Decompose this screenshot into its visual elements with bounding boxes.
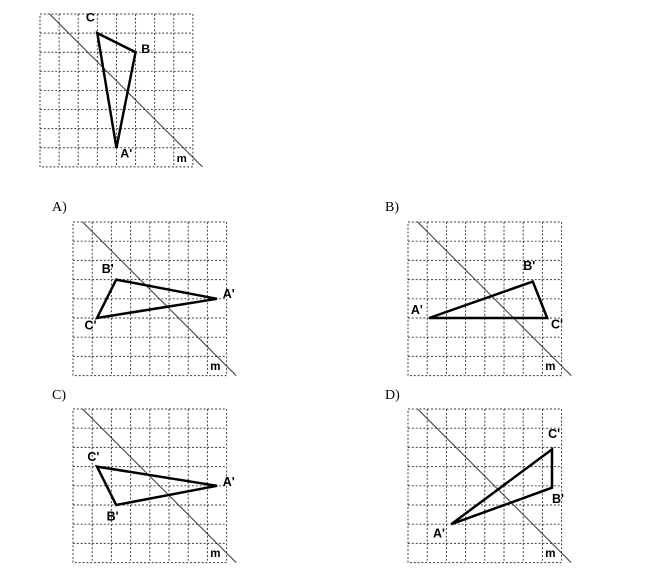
option-a-vertex-b-label: B' [102,262,114,276]
option-b-vertex-c-label: C' [551,318,563,332]
mirror-label-m: m [210,548,220,560]
option-d-letter[interactable]: D) [385,388,400,403]
option-c-triangle [94,464,218,507]
option-d-triangle [450,446,554,526]
grid-lines [72,221,228,377]
mirror-line-m [82,221,237,376]
option-b-vertex-b-label: B' [523,259,535,273]
option-b-triangle [428,279,550,320]
option-d-vertex-c-label: C' [548,427,560,441]
original-vertex-a-label: A' [120,146,132,160]
option-a-triangle [94,278,218,320]
grid-lines [72,408,228,564]
mirror-label-m: m [177,153,187,165]
option-c-vertex-a-label: A' [223,475,235,489]
option-a-vertex-a-label: A' [223,287,235,301]
option-a-vertex-c-label: C' [85,319,97,333]
mirror-line-m [417,408,572,563]
option-c-grid[interactable]: C' A' B' m [72,408,237,564]
option-c-vertex-c-label: C' [87,450,99,464]
grid-lines [407,408,563,564]
option-d-grid[interactable]: C' B' A' m [407,408,572,564]
grid-lines [39,13,194,168]
option-c-letter[interactable]: C) [52,388,66,403]
mirror-label-m: m [545,361,555,373]
original-vertex-b-label: B [141,42,150,56]
option-a-letter[interactable]: A) [52,200,67,215]
original-grid: C B A' m [39,11,203,168]
option-c-vertex-b-label: B' [107,509,119,523]
mirror-label-m: m [210,361,220,373]
mirror-line-m [417,221,572,376]
option-a-grid[interactable]: B' A' C' m [72,221,237,377]
mirror-label-m: m [545,548,555,560]
option-b-grid[interactable]: B' A' C' m [407,221,572,377]
mirror-line-m [49,13,203,168]
option-b-letter[interactable]: B) [385,200,399,215]
option-d-vertex-a-label: A' [433,527,445,541]
original-triangle [95,30,137,149]
option-b-vertex-a-label: A' [411,303,423,317]
mirror-line-m [82,408,237,563]
original-vertex-c-label: C [86,11,95,25]
option-d-vertex-b-label: B' [552,492,564,506]
